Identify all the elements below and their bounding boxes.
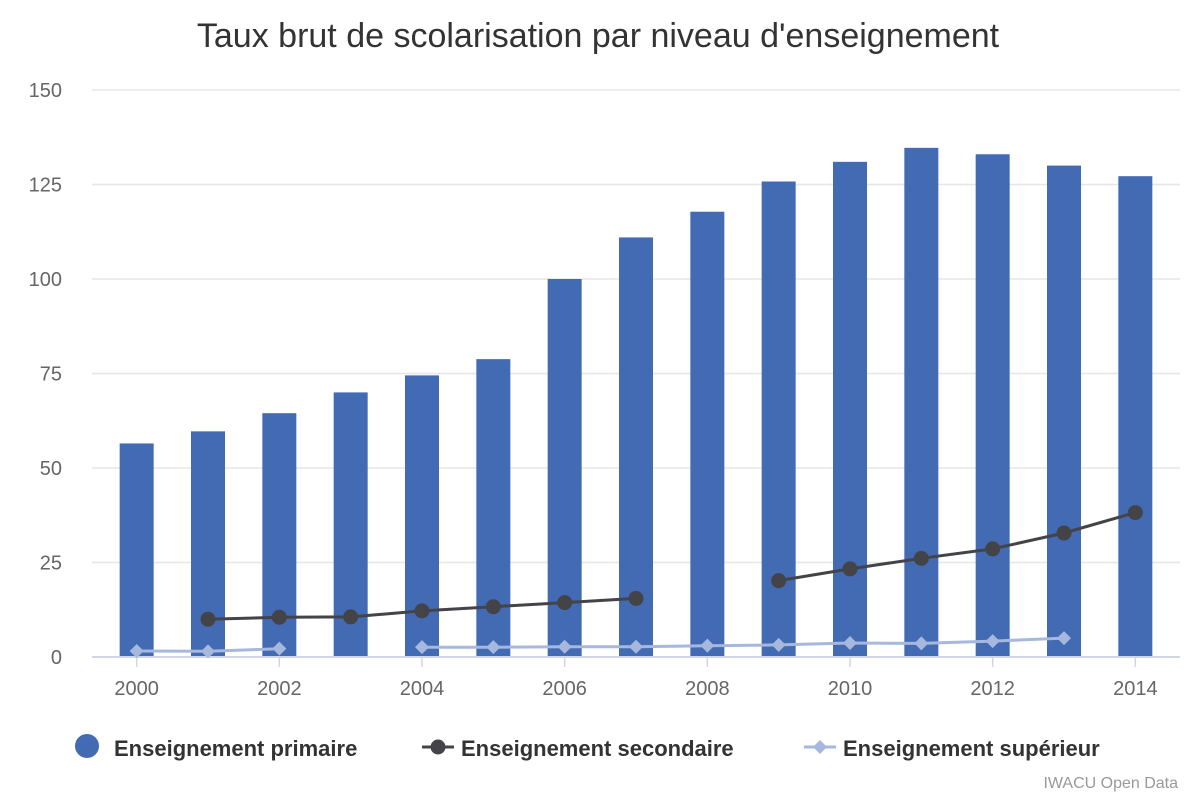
y-tick-label: 100 [29, 269, 62, 291]
legend[interactable]: Enseignement primaire Enseignement second… [75, 734, 1100, 761]
point-superieur-2007[interactable] [629, 639, 643, 654]
legend-item-secondaire[interactable]: Enseignement secondaire [422, 736, 734, 761]
x-tick-label: 2006 [542, 678, 587, 700]
chart-credit: IWACU Open Data [1043, 775, 1178, 792]
bar-primaire-2000[interactable] [119, 443, 154, 657]
point-superieur-2009[interactable] [771, 637, 786, 652]
y-tick-label: 150 [29, 80, 62, 102]
y-tick-label: 25 [40, 553, 62, 575]
y-tick-label: 0 [51, 647, 62, 669]
series-secondaire [200, 505, 1143, 627]
point-secondaire-2011[interactable] [913, 550, 929, 566]
x-tick-label: 2014 [1113, 678, 1158, 700]
bars [119, 147, 1153, 658]
point-secondaire-2009[interactable] [771, 573, 787, 589]
point-superieur-2013[interactable] [1057, 631, 1071, 646]
point-superieur-2002[interactable] [272, 641, 287, 656]
legend-symbol-superieur [813, 740, 827, 754]
point-secondaire-2010[interactable] [842, 561, 858, 577]
x-tick-label: 2008 [685, 678, 730, 700]
bar-primaire-2007[interactable] [619, 237, 653, 658]
legend-label-superieur: Enseignement supérieur [843, 736, 1100, 761]
legend-symbol-primaire [75, 734, 99, 758]
point-secondaire-2003[interactable] [343, 609, 359, 625]
point-superieur-2011[interactable] [914, 636, 929, 651]
x-tick-label: 2012 [970, 678, 1015, 700]
point-secondaire-2007[interactable] [628, 590, 644, 606]
x-tick-label: 2000 [114, 678, 159, 700]
point-secondaire-2004[interactable] [414, 603, 430, 619]
point-secondaire-2006[interactable] [557, 595, 573, 611]
y-tick-label: 75 [40, 364, 62, 386]
point-secondaire-2013[interactable] [1056, 525, 1072, 541]
x-tick-label: 2004 [400, 678, 445, 700]
bar-primaire-2010[interactable] [833, 161, 867, 657]
point-superieur-2008[interactable] [700, 638, 715, 653]
point-superieur-2005[interactable] [486, 640, 501, 655]
bar-primaire-2013[interactable] [1047, 165, 1081, 657]
legend-item-primaire[interactable]: Enseignement primaire [75, 734, 357, 761]
point-secondaire-2005[interactable] [485, 599, 501, 615]
bar-primaire-2006[interactable] [547, 279, 582, 657]
y-tick-label: 50 [40, 458, 62, 480]
point-secondaire-2014[interactable] [1127, 505, 1143, 521]
bar-primaire-2014[interactable] [1118, 176, 1153, 657]
point-superieur-2012[interactable] [985, 634, 1000, 649]
series-lines [129, 505, 1143, 659]
x-axis-ticks: 2000 2002 2004 2006 2008 2010 2012 2014 [114, 657, 1158, 700]
bar-primaire-2008[interactable] [690, 211, 725, 657]
point-secondaire-2012[interactable] [985, 541, 1001, 557]
chart-title: Taux brut de scolarisation par niveau d'… [197, 17, 1000, 55]
bar-primaire-2012[interactable] [975, 154, 1010, 657]
point-superieur-2001[interactable] [201, 644, 215, 659]
y-tick-label: 125 [29, 175, 62, 197]
point-secondaire-2002[interactable] [271, 609, 287, 625]
x-tick-label: 2002 [257, 678, 302, 700]
x-tick-label: 2010 [828, 678, 873, 700]
point-superieur-2006[interactable] [557, 639, 572, 654]
legend-symbol-secondaire [430, 739, 446, 755]
point-secondaire-2001[interactable] [200, 611, 216, 627]
point-superieur-2000[interactable] [129, 643, 144, 658]
legend-label-primaire: Enseignement primaire [114, 736, 357, 761]
legend-label-secondaire: Enseignement secondaire [461, 736, 734, 761]
point-superieur-2004[interactable] [415, 640, 429, 655]
series-superieur [129, 631, 1071, 659]
bar-primaire-2011[interactable] [904, 147, 939, 658]
point-superieur-2010[interactable] [843, 636, 857, 651]
y-axis-ticks: 0 25 50 75 100 125 150 [29, 80, 62, 669]
legend-item-superieur[interactable]: Enseignement supérieur [804, 736, 1100, 761]
